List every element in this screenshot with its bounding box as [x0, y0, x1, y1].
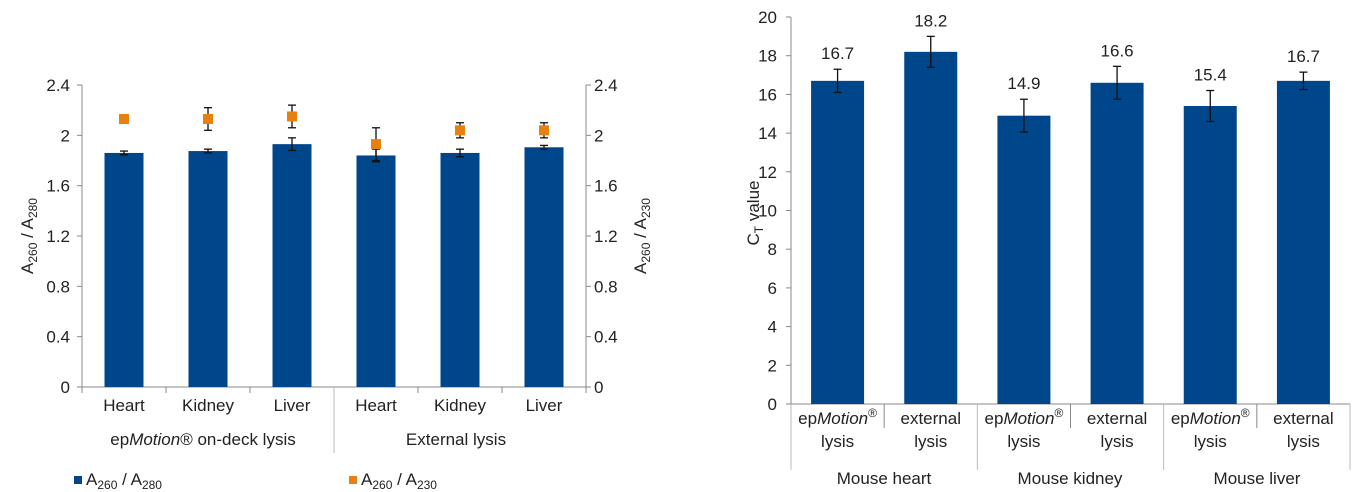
chart2-plot-area: 0 2 4 6 8 10 12 14 16 18 20 16.7 epMotion® lysis 18.2 e…: [758, 8, 1351, 470]
bar-a260-a280: [524, 147, 564, 387]
chart1-y-axis-title: A260 / A280: [18, 198, 40, 274]
data-label-ct-value: 14.9: [1007, 74, 1040, 93]
bar-ct-value: [904, 51, 958, 404]
bar-a260-a280: [356, 155, 396, 387]
chart1-x-tick-label: Kidney: [182, 396, 234, 415]
chart1-y-tick-label: 0.4: [46, 328, 70, 347]
chart1-y-tick-label: 2: [61, 126, 70, 145]
chart1-y-tick-label: 0.8: [46, 277, 70, 296]
chart1-y-tick-label: 1.6: [46, 177, 70, 196]
bar-a260-a280: [188, 151, 228, 387]
chart2-x-tick-label-line2: lysis: [1007, 432, 1040, 451]
chart2-y-tick-label: 20: [758, 8, 777, 27]
chart2: CT value Mouse heart Mouse kidney Mouse …: [744, 8, 1351, 488]
chart2-x-tick-label-line1: epMotion®: [1171, 406, 1250, 428]
data-label-ct-value: 16.7: [1287, 47, 1320, 66]
legend-label-a260-a230: A260 / A230: [361, 470, 437, 492]
legend-label-a260-a280: A260 / A280: [86, 470, 162, 492]
chart1-x-tick-label: Liver: [274, 396, 311, 415]
chart1-y2-axis-title: A260 / A230: [631, 198, 653, 274]
chart2-y-tick-label: 6: [768, 279, 777, 298]
marker-a260-a230: [371, 139, 381, 150]
chart1-y2-tick-label: 2: [594, 126, 603, 145]
chart2-y-tick-label: 0: [768, 395, 777, 414]
chart2-x-tick-label-line2: lysis: [1194, 432, 1227, 451]
chart2-x-tick-label-line1: epMotion®: [798, 406, 877, 428]
bar-ct-value: [1090, 82, 1144, 404]
chart2-y-tick-label: 16: [758, 85, 777, 104]
chart1: A260 / A280 A260 / A230 epMotion® on-dec…: [18, 76, 653, 492]
chart1-group-label-external: External lysis: [406, 430, 506, 449]
bar-a260-a280: [440, 152, 480, 387]
chart1-y2-tick-label: 0.4: [594, 328, 618, 347]
chart2-x-tick-label-line2: lysis: [1287, 432, 1320, 451]
chart1-y2-tick-label: 2.4: [594, 76, 618, 95]
chart1-x-tick-label: Heart: [103, 396, 145, 415]
chart2-x-tick-label-line2: lysis: [821, 432, 854, 451]
legend-swatch-a260-a230: [349, 476, 357, 484]
chart2-x-tick-label-line2: lysis: [1101, 432, 1134, 451]
chart1-y2-tick-label: 1.6: [594, 177, 618, 196]
marker-a260-a230: [119, 113, 129, 124]
bar-ct-value: [1276, 80, 1330, 404]
chart2-group-label-liver: Mouse liver: [1214, 469, 1301, 488]
chart2-y-tick-label: 12: [758, 163, 777, 182]
chart1-x-tick-label: Heart: [355, 396, 397, 415]
marker-a260-a230: [287, 111, 297, 122]
marker-a260-a230: [455, 125, 465, 136]
chart1-y2-tick-label: 0.8: [594, 277, 618, 296]
chart1-y-tick-label: 1.2: [46, 227, 70, 246]
chart1-group-label-ondeck: epMotion® on-deck lysis: [110, 430, 295, 449]
chart2-x-tick-label-line1: epMotion®: [985, 406, 1064, 428]
bar-ct-value: [811, 80, 865, 404]
chart2-x-tick-label-line1: external: [1087, 409, 1147, 428]
chart1-y-tick-label: 2.4: [46, 76, 70, 95]
chart1-y-tick-label: 0: [61, 378, 70, 397]
chart2-y-tick-label: 2: [768, 356, 777, 375]
chart1-plot-area: 0 0 0.4 0.4 0.8 0.8 1.2 1.2 1.6 1.6 2 2 2.4 2.4 Heart K…: [46, 76, 618, 453]
data-label-ct-value: 16.7: [821, 44, 854, 63]
chart2-x-tick-label-line1: external: [1273, 409, 1333, 428]
marker-a260-a230: [539, 125, 549, 136]
chart2-x-tick-label-line1: external: [901, 409, 961, 428]
data-label-ct-value: 15.4: [1194, 66, 1227, 85]
chart2-y-tick-label: 8: [768, 240, 777, 259]
chart2-y-tick-label: 14: [758, 124, 777, 143]
bar-a260-a280: [272, 144, 312, 387]
chart1-y2-tick-label: 1.2: [594, 227, 618, 246]
bar-ct-value: [1183, 106, 1237, 404]
chart2-group-label-heart: Mouse heart: [837, 469, 932, 488]
chart1-x-tick-label: Kidney: [434, 396, 486, 415]
chart2-y-axis-title: CT value: [744, 181, 766, 246]
bar-a260-a280: [104, 152, 144, 387]
chart2-y-tick-label: 10: [758, 202, 777, 221]
bar-ct-value: [997, 115, 1051, 404]
chart1-x-tick-label: Liver: [526, 396, 563, 415]
legend-swatch-a260-a280: [74, 476, 82, 484]
chart2-x-tick-label-line2: lysis: [914, 432, 947, 451]
chart1-legend: A260 / A280 A260 / A230: [74, 470, 437, 492]
chart1-y2-tick-label: 0: [594, 378, 603, 397]
data-label-ct-value: 16.6: [1101, 41, 1134, 60]
marker-a260-a230: [203, 113, 213, 124]
chart2-group-label-kidney: Mouse kidney: [1018, 469, 1123, 488]
chart2-y-tick-label: 18: [758, 47, 777, 66]
chart2-y-tick-label: 4: [768, 318, 777, 337]
data-label-ct-value: 18.2: [914, 11, 947, 30]
